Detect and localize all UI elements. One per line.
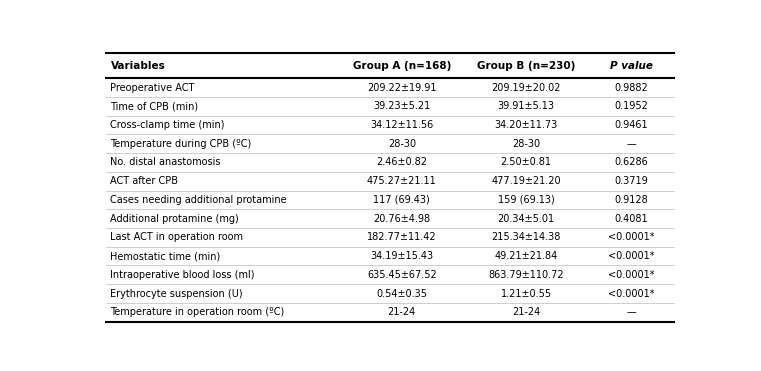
Text: 209.19±20.02: 209.19±20.02 xyxy=(492,83,561,93)
Text: Additional protamine (mg): Additional protamine (mg) xyxy=(110,214,239,224)
Text: 0.9128: 0.9128 xyxy=(614,195,648,205)
Text: 0.9882: 0.9882 xyxy=(614,83,648,93)
Text: 863.79±110.72: 863.79±110.72 xyxy=(489,270,564,280)
Text: Group A (n=168): Group A (n=168) xyxy=(352,61,451,70)
Text: <0.0001*: <0.0001* xyxy=(608,270,654,280)
Text: Erythrocyte suspension (U): Erythrocyte suspension (U) xyxy=(110,289,243,299)
Text: Cases needing additional protamine: Cases needing additional protamine xyxy=(110,195,287,205)
Text: 475.27±21.11: 475.27±21.11 xyxy=(367,176,437,186)
Text: 20.34±5.01: 20.34±5.01 xyxy=(498,214,555,224)
Text: 0.6286: 0.6286 xyxy=(614,157,648,167)
Text: ACT after CPB: ACT after CPB xyxy=(110,176,179,186)
Text: 209.22±19.91: 209.22±19.91 xyxy=(367,83,437,93)
Text: Last ACT in operation room: Last ACT in operation room xyxy=(110,232,244,242)
Text: Preoperative ACT: Preoperative ACT xyxy=(110,83,195,93)
Text: 2.50±0.81: 2.50±0.81 xyxy=(501,157,552,167)
Text: 28-30: 28-30 xyxy=(388,139,416,149)
Text: 20.76±4.98: 20.76±4.98 xyxy=(374,214,431,224)
Text: <0.0001*: <0.0001* xyxy=(608,232,654,242)
Text: 21-24: 21-24 xyxy=(388,307,416,317)
Text: 39.91±5.13: 39.91±5.13 xyxy=(498,101,555,111)
Text: Intraoperative blood loss (ml): Intraoperative blood loss (ml) xyxy=(110,270,255,280)
Text: 215.34±14.38: 215.34±14.38 xyxy=(492,232,561,242)
Text: P value: P value xyxy=(610,61,653,70)
Text: 1.21±0.55: 1.21±0.55 xyxy=(501,289,552,299)
Text: Cross-clamp time (min): Cross-clamp time (min) xyxy=(110,120,225,130)
Text: 159 (69.13): 159 (69.13) xyxy=(498,195,555,205)
Text: 49.21±21.84: 49.21±21.84 xyxy=(495,251,558,261)
Text: —: — xyxy=(626,307,636,317)
Text: 117 (69.43): 117 (69.43) xyxy=(374,195,430,205)
Text: 0.1952: 0.1952 xyxy=(614,101,648,111)
Text: —: — xyxy=(626,139,636,149)
Text: 2.46±0.82: 2.46±0.82 xyxy=(377,157,428,167)
Text: 34.12±11.56: 34.12±11.56 xyxy=(371,120,434,130)
Text: 635.45±67.52: 635.45±67.52 xyxy=(367,270,437,280)
Text: Temperature during CPB (ºC): Temperature during CPB (ºC) xyxy=(110,139,252,149)
Text: 28-30: 28-30 xyxy=(512,139,540,149)
Text: 34.20±11.73: 34.20±11.73 xyxy=(495,120,558,130)
Text: 0.54±0.35: 0.54±0.35 xyxy=(377,289,428,299)
Text: <0.0001*: <0.0001* xyxy=(608,251,654,261)
Text: Group B (n=230): Group B (n=230) xyxy=(477,61,575,70)
Text: 182.77±11.42: 182.77±11.42 xyxy=(367,232,437,242)
Text: 0.4081: 0.4081 xyxy=(615,214,648,224)
Text: 21-24: 21-24 xyxy=(512,307,540,317)
Text: 0.9461: 0.9461 xyxy=(615,120,648,130)
Text: Hemostatic time (min): Hemostatic time (min) xyxy=(110,251,221,261)
Text: <0.0001*: <0.0001* xyxy=(608,289,654,299)
Text: Temperature in operation room (ºC): Temperature in operation room (ºC) xyxy=(110,307,285,317)
Text: 39.23±5.21: 39.23±5.21 xyxy=(373,101,431,111)
Text: Time of CPB (min): Time of CPB (min) xyxy=(110,101,199,111)
Text: 0.3719: 0.3719 xyxy=(614,176,648,186)
Text: No. distal anastomosis: No. distal anastomosis xyxy=(110,157,221,167)
Text: 477.19±21.20: 477.19±21.20 xyxy=(492,176,561,186)
Text: Variables: Variables xyxy=(110,61,165,70)
Text: 34.19±15.43: 34.19±15.43 xyxy=(371,251,434,261)
